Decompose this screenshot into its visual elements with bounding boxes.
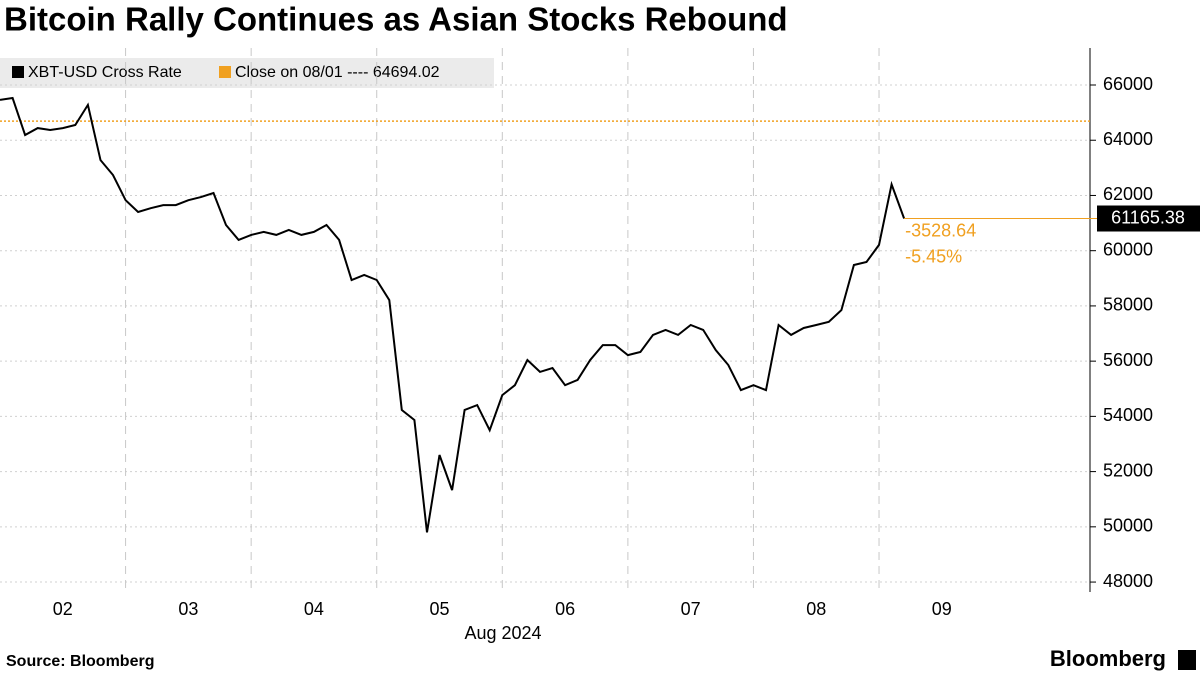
y-tick-label: 64000 <box>1103 129 1153 149</box>
legend-value: 64694.02 <box>373 64 440 81</box>
x-tick-label: 02 <box>53 599 73 619</box>
brand: Bloomberg <box>1050 646 1166 671</box>
x-tick-label: 03 <box>178 599 198 619</box>
y-tick-label: 60000 <box>1103 239 1153 259</box>
y-tick-label: 52000 <box>1103 460 1153 480</box>
last-value-label: 61165.38 <box>1111 207 1185 227</box>
legend-box <box>0 58 494 88</box>
last-value-box <box>1097 205 1200 232</box>
source: Source: Bloomberg <box>6 653 154 670</box>
y-tick-label: 50000 <box>1103 516 1153 536</box>
legend-swatch <box>219 66 231 78</box>
price-line <box>0 96 906 533</box>
legend-entry: XBT-USD Cross Rate <box>28 64 182 81</box>
legend-text: Close on 08/01 ---- <box>235 64 368 81</box>
change-annotation: -5.45% <box>905 246 962 266</box>
chart-title: Bitcoin Rally Continues as Asian Stocks … <box>4 1 788 38</box>
y-tick-label: 56000 <box>1103 350 1153 370</box>
y-tick-label: 62000 <box>1103 184 1153 204</box>
legend-entry: Close on 08/01 ---- 64694.02 <box>235 64 440 81</box>
y-tick-label: 66000 <box>1103 74 1153 94</box>
x-tick-label: 04 <box>304 599 324 619</box>
y-tick-label: 54000 <box>1103 405 1153 425</box>
x-tick-label: 08 <box>806 599 826 619</box>
brand-icon <box>1178 650 1196 670</box>
x-axis-label: Aug 2024 <box>464 623 541 643</box>
legend-swatch <box>12 66 24 78</box>
x-tick-label: 09 <box>932 599 952 619</box>
x-tick-label: 05 <box>430 599 450 619</box>
y-tick-label: 48000 <box>1103 571 1153 591</box>
x-tick-label: 07 <box>681 599 701 619</box>
y-tick-label: 58000 <box>1103 295 1153 315</box>
change-annotation: -3528.64 <box>905 220 976 240</box>
x-tick-label: 06 <box>555 599 575 619</box>
